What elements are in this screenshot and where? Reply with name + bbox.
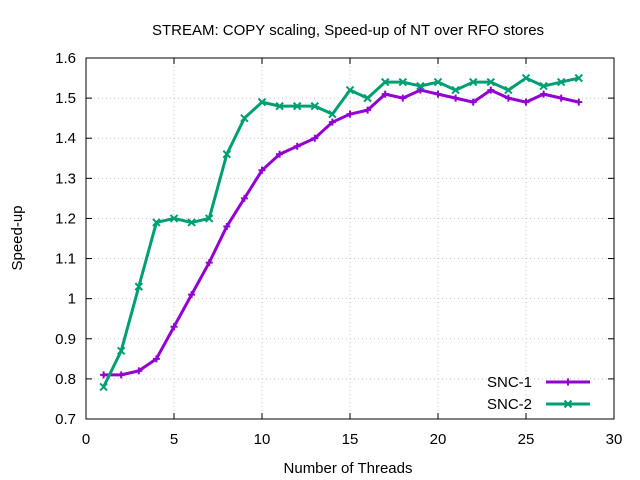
data-point [293, 142, 301, 150]
data-point [135, 367, 143, 375]
series-line [102, 76, 580, 388]
data-point [504, 94, 512, 102]
data-point [258, 166, 266, 174]
data-point [433, 77, 443, 87]
data-point [416, 86, 424, 94]
data-point [100, 371, 108, 379]
data-point [170, 323, 178, 331]
x-tick-label: 20 [430, 431, 447, 448]
data-point [521, 73, 531, 83]
data-point [434, 90, 442, 98]
y-tick-label: 1.5 [55, 90, 76, 107]
y-tick-label: 1.1 [55, 251, 76, 268]
data-point [399, 94, 407, 102]
data-point [276, 150, 284, 158]
data-point [487, 86, 495, 94]
data-point [134, 282, 144, 291]
chart-title: STREAM: COPY scaling, Speed-up of NT ove… [152, 22, 544, 39]
x-tick-label: 0 [82, 431, 90, 448]
data-point [117, 371, 125, 379]
y-tick-label: 0.9 [55, 331, 76, 348]
x-tick-label: 15 [342, 431, 359, 448]
data-point [240, 194, 248, 202]
x-axis-label: Number of Threads [284, 460, 413, 477]
data-point [556, 77, 566, 87]
data-point [468, 77, 478, 87]
data-point [504, 85, 513, 95]
data-point [346, 110, 354, 118]
data-point [486, 77, 496, 87]
data-point [169, 214, 179, 223]
data-point [557, 94, 565, 102]
data-point [452, 94, 460, 102]
y-tick-label: 1.6 [55, 50, 76, 67]
legend-label: SNC-2 [487, 396, 532, 413]
data-point [328, 109, 337, 119]
data-point [188, 291, 196, 299]
data-point [416, 81, 425, 91]
data-point [240, 113, 249, 123]
series-line [103, 88, 580, 377]
data-point [451, 85, 460, 95]
data-point [311, 134, 319, 142]
legend-item: SNC-1 [487, 374, 590, 391]
data-point [345, 85, 355, 95]
series-lines [99, 73, 584, 392]
data-point [310, 101, 320, 111]
data-point [574, 73, 584, 83]
x-tick-label: 25 [518, 431, 535, 448]
data-point [204, 214, 214, 223]
series-snc-2 [99, 73, 584, 392]
data-point [152, 355, 160, 363]
y-tick-label: 1.4 [55, 130, 76, 147]
data-point [398, 77, 408, 87]
legend-marker [564, 378, 572, 386]
data-point [522, 98, 530, 106]
grid-lines [86, 58, 614, 419]
legend: SNC-1 SNC-2 [487, 374, 590, 413]
series-snc-1 [100, 86, 583, 379]
data-point [116, 346, 126, 356]
data-point [292, 101, 302, 111]
data-point [380, 77, 390, 87]
y-tick-label: 1 [68, 291, 76, 308]
data-point [222, 150, 232, 159]
data-point [275, 101, 284, 111]
x-tick-label: 5 [170, 431, 178, 448]
data-point [540, 90, 548, 98]
y-tick-label: 1.3 [55, 170, 76, 187]
legend-marker [563, 399, 573, 409]
data-point [187, 218, 196, 227]
x-tick-label: 10 [254, 431, 271, 448]
data-point [539, 81, 548, 91]
data-point [469, 98, 477, 106]
data-point [99, 382, 108, 392]
data-point [575, 98, 583, 106]
legend-label: SNC-1 [487, 374, 532, 391]
axis-ticks: 0.7 0.8 0.9 1 1.1 1.2 1.3 1.4 1.5 1.6 0 5 10 15 20 25 30 [55, 50, 622, 448]
data-point [363, 93, 372, 103]
y-axis-label: Speed-up [9, 205, 26, 270]
legend-item: SNC-2 [487, 396, 590, 413]
y-tick-label: 0.8 [55, 371, 76, 388]
x-tick-label: 30 [606, 431, 623, 448]
data-point [364, 106, 372, 114]
data-point [223, 222, 231, 230]
y-tick-label: 1.2 [55, 210, 76, 227]
data-point [328, 118, 336, 126]
data-point [381, 90, 389, 98]
data-point [257, 97, 267, 107]
y-tick-label: 0.7 [55, 411, 76, 428]
data-point [205, 259, 213, 267]
data-point [152, 218, 161, 227]
